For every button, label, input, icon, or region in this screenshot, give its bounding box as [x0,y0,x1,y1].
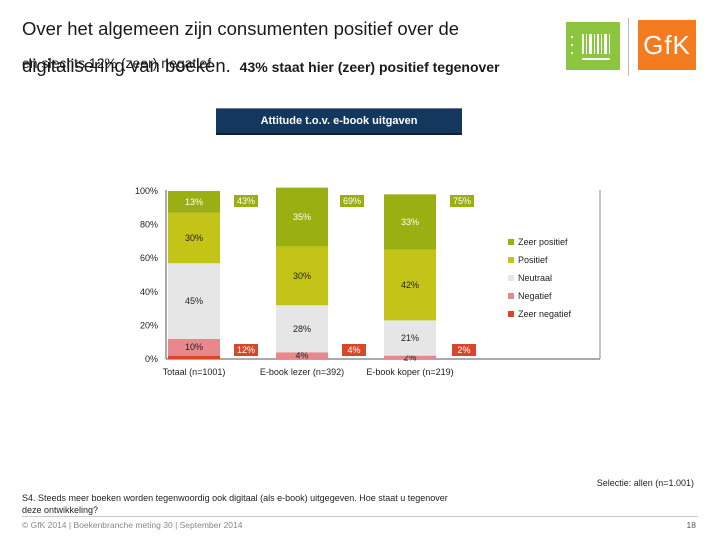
positive-total-label: 75% [453,196,471,206]
barcode-icon [571,34,610,60]
legend-label: Neutraal [518,273,552,283]
logo-divider [628,18,629,76]
y-tick-label: 40% [140,287,158,297]
data-label: 35% [293,212,311,222]
data-label: 21% [401,333,419,343]
chart-title: Attitude t.o.v. e-book uitgaven [216,108,462,135]
negative-total-label: 2% [457,345,470,355]
y-tick-label: 20% [140,320,158,330]
stacked-bar-chart: 0% 20% 40% 60% 80% 100% 10% 45% 30% 13% Totaal (n=… [135,186,601,377]
legend-swatch [508,257,514,263]
bar-segment [276,187,328,247]
y-tick-label: 100% [135,186,158,196]
headline-main: Over het algemeen zijn consumenten posit… [22,18,460,76]
positive-total-label: 69% [343,196,361,206]
legend-label: Positief [518,255,548,265]
category-label: E-book lezer (n=392) [260,367,344,377]
data-label: 30% [185,233,203,243]
category-label: E-book koper (n=219) [366,367,453,377]
y-tick-label: 80% [140,220,158,230]
legend-swatch [508,239,514,245]
data-label: 2% [403,352,416,362]
footer-source: © GfK 2014 | Boekenbranche meting 30 | S… [22,520,243,530]
category-label: Totaal (n=1001) [163,367,226,377]
bar-segment [384,194,436,250]
positive-total-box [234,195,258,207]
legend-label: Negatief [518,291,552,301]
question-text: S4. Steeds meer boeken worden tegenwoord… [22,493,448,515]
negative-total-label: 12% [237,345,255,355]
bar-segment [276,352,328,359]
legend-swatch [508,293,514,299]
bar-segment [276,246,328,306]
bar-segment [384,320,436,356]
legend-label: Zeer positief [518,237,568,247]
headline: Over het algemeen zijn consumenten posit… [22,6,552,80]
bar-segment [384,249,436,321]
data-label: 30% [293,271,311,281]
negative-total-box [342,344,366,356]
bar-segment [384,355,436,359]
y-tick-label: 60% [140,253,158,263]
data-label: 33% [401,217,419,227]
legend-label: Zeer negatief [518,309,572,319]
data-label: 13% [185,197,203,207]
footer-divider [22,516,698,517]
data-label: 45% [185,296,203,306]
headline-sub: en slechts 12% (zeer) negatief [22,55,212,71]
page-number: 18 [686,520,696,530]
y-tick-label: 0% [145,354,158,364]
data-label: 10% [185,342,203,352]
legend-swatch [508,275,514,281]
positive-total-label: 43% [237,196,255,206]
data-label: 28% [293,324,311,334]
positive-total-box [340,195,364,207]
positive-total-box [450,195,474,207]
barcode-logo [566,22,620,70]
bar-segment [168,212,220,264]
negative-total-box [234,344,258,356]
gfk-logo: GfK [638,20,696,70]
headline-detail: 43% staat hier (zeer) positief tegenover [239,59,500,75]
bar-segment [168,191,220,213]
negative-total-label: 4% [347,345,360,355]
bar-segment [168,263,220,339]
data-label: 42% [401,280,419,290]
data-label: 4% [295,351,308,361]
negative-total-box [452,344,476,356]
bar-segment [276,305,328,353]
selection-note: Selectie: allen (n=1.001) [596,478,694,488]
bar-segment [168,338,220,356]
bar-segment [168,355,220,359]
legend-swatch [508,311,514,317]
